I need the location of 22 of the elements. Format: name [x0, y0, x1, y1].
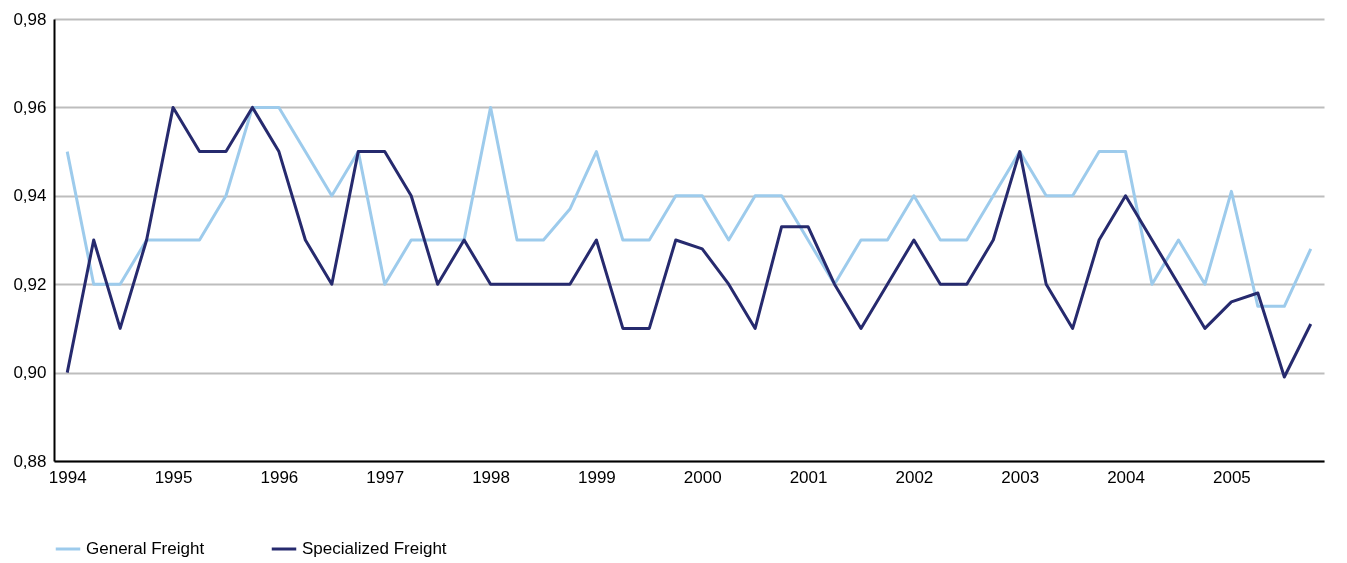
y-tick-label: 0,98 — [13, 9, 47, 29]
x-tick-label: 1997 — [366, 467, 405, 487]
x-tick-label: 2005 — [1212, 467, 1251, 487]
line-series — [65, 105, 1313, 308]
x-tick-label: 1999 — [577, 467, 616, 487]
x-tick-label: 2001 — [789, 467, 828, 487]
y-tick-label: 0,92 — [13, 274, 47, 294]
x-tick-label: 2003 — [1001, 467, 1040, 487]
x-tick-label: 2004 — [1107, 467, 1145, 487]
y-tick-label: 0,94 — [13, 186, 47, 206]
x-tick-label: 1995 — [154, 467, 193, 487]
x-tick-label: 2000 — [683, 467, 722, 487]
x-tick-label: 1998 — [472, 467, 510, 487]
y-tick-label: 0,96 — [13, 97, 47, 117]
y-tick-label: 0,88 — [13, 451, 47, 471]
legend-label: Specialized Freight — [302, 539, 447, 558]
line-series — [65, 105, 1313, 379]
x-tick-label: 1994 — [48, 467, 87, 487]
x-tick-label: 2002 — [895, 467, 934, 487]
x-tick-label: 1996 — [260, 467, 299, 487]
legend-label: General Freight — [86, 539, 205, 558]
y-tick-label: 0,90 — [13, 363, 47, 383]
